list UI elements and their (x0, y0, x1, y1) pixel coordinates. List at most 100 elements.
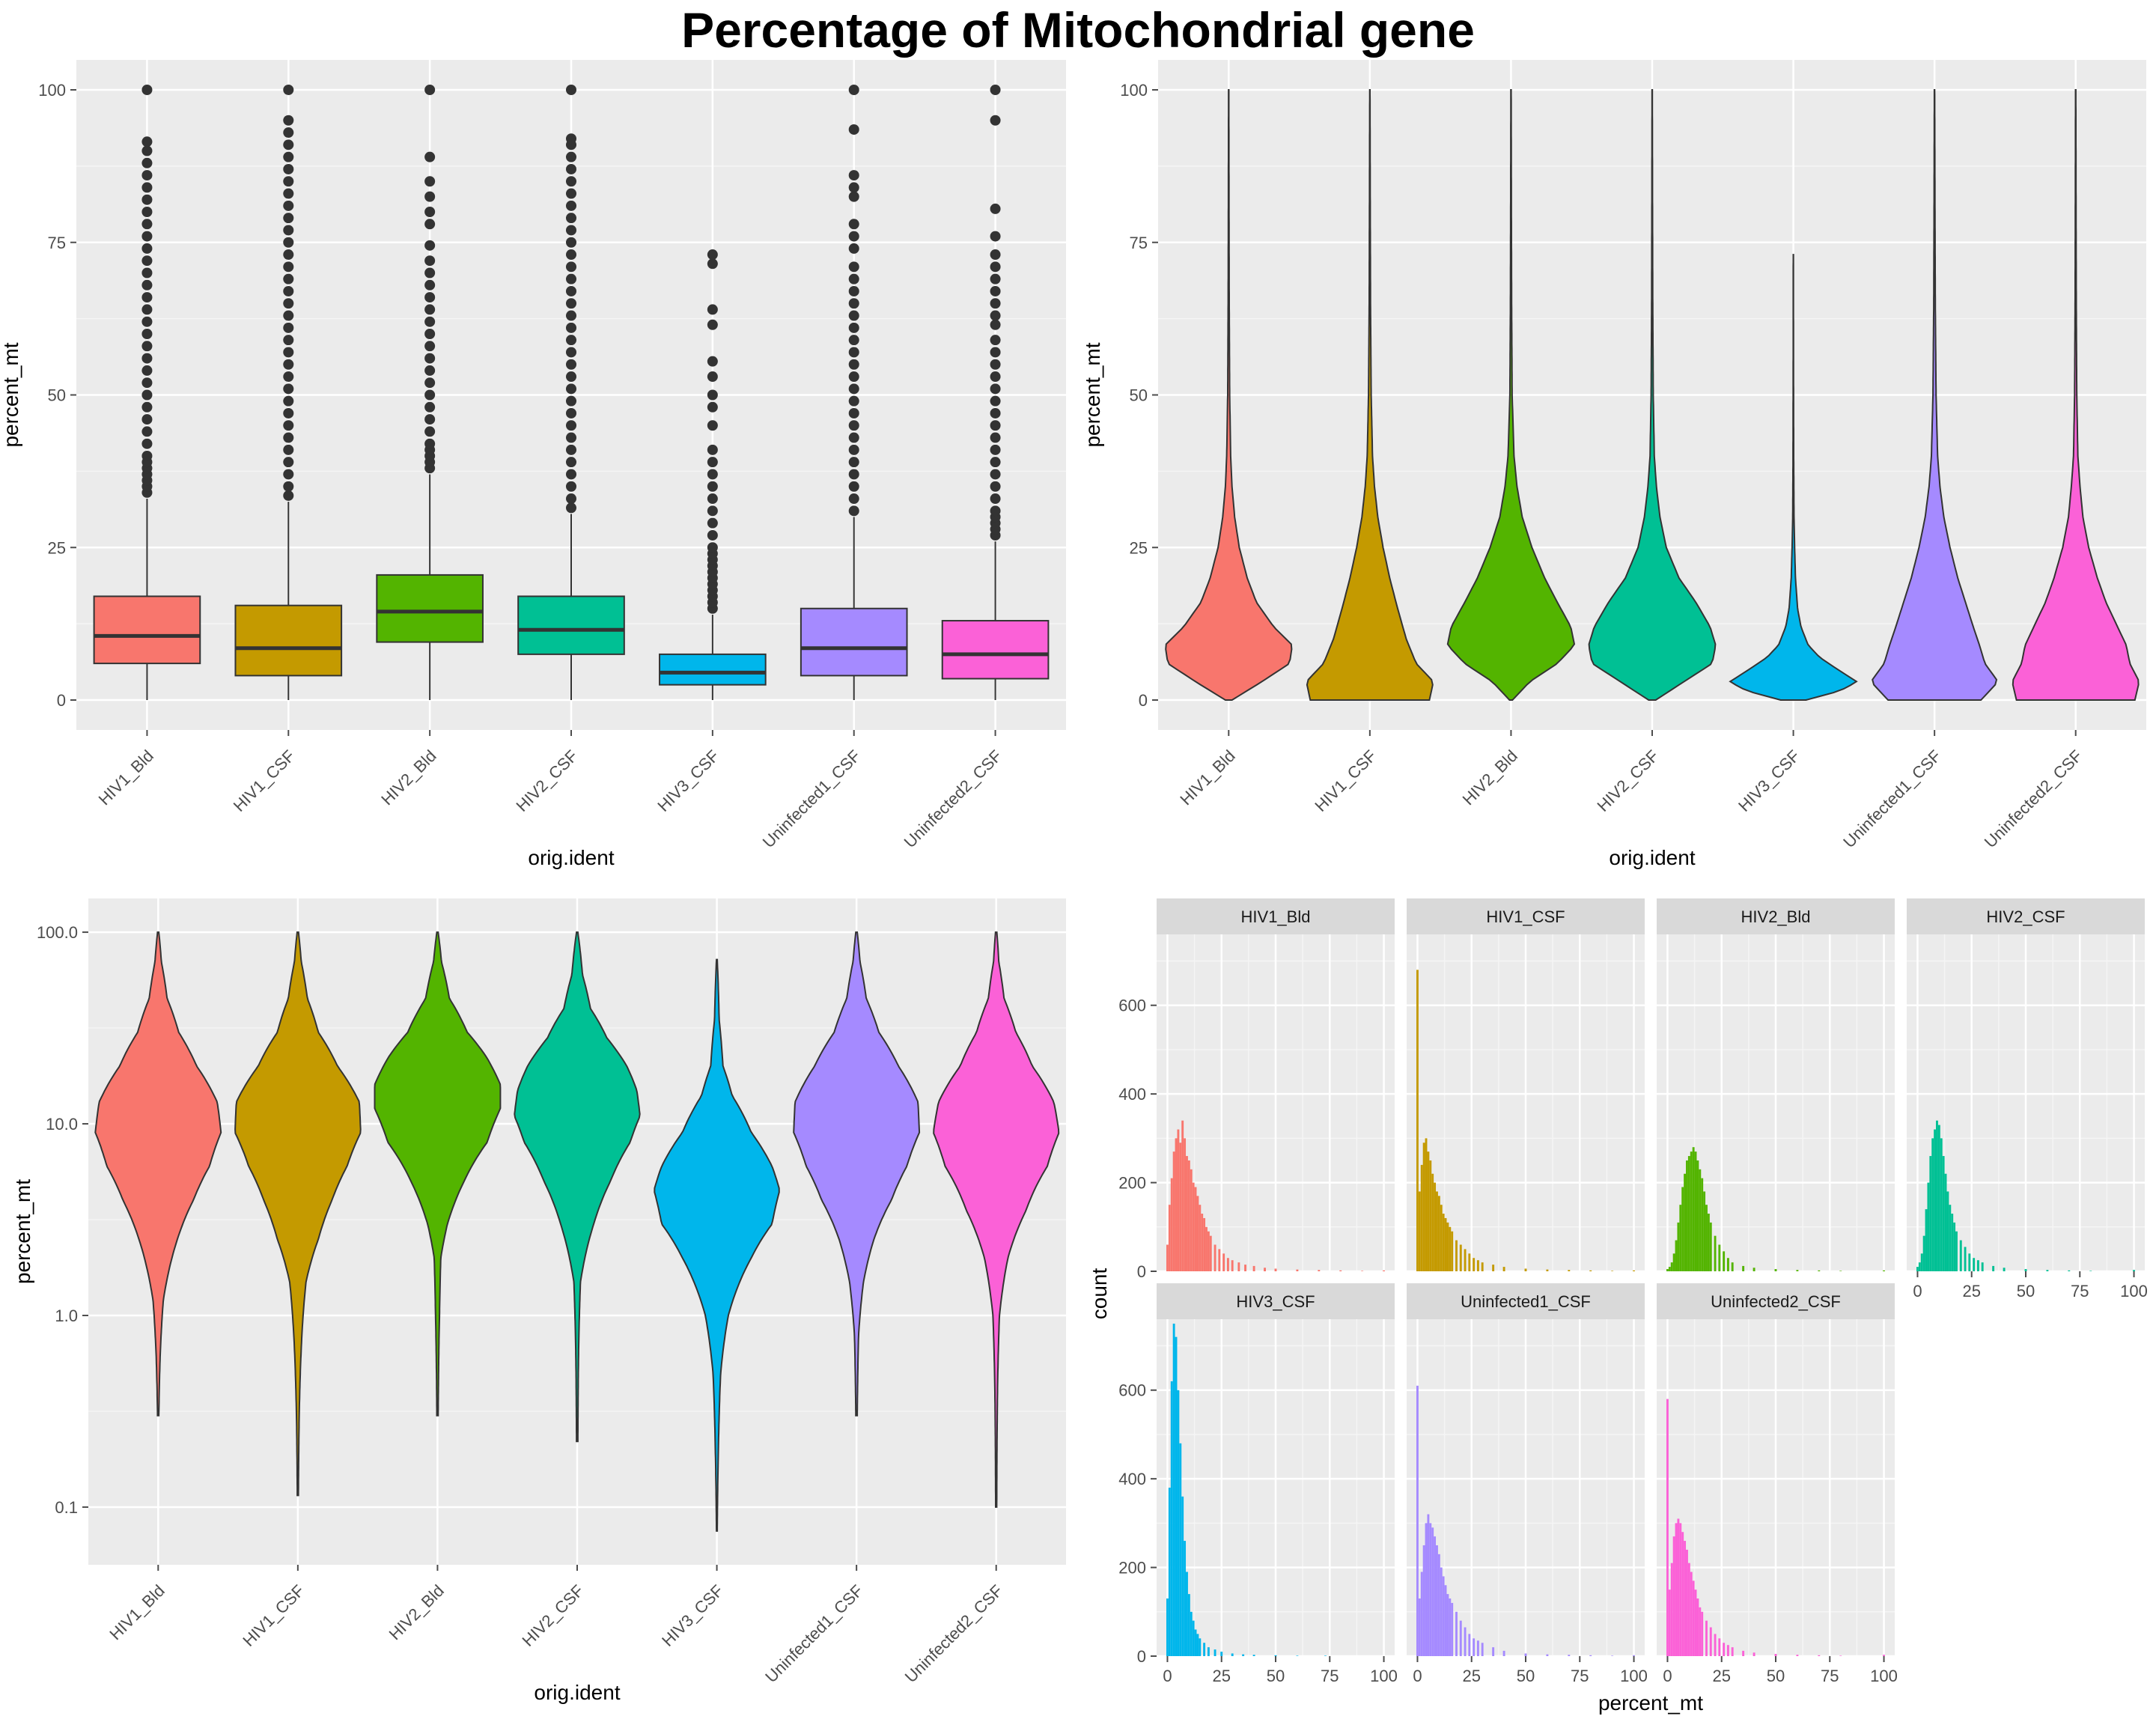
histogram-bar (1796, 1655, 1799, 1656)
outlier-point (424, 438, 436, 449)
histogram-bar (1992, 1265, 1995, 1271)
box-HIV1_Bld (93, 595, 201, 665)
histogram-bar (1699, 1169, 1702, 1271)
histogram-bar (1207, 1647, 1210, 1656)
histogram-bar (1492, 1265, 1495, 1271)
histogram-bar (1194, 1187, 1197, 1271)
outlier-point (566, 225, 576, 236)
violin-Uninfected1_CSF (1872, 89, 1998, 701)
box-Uninfected2_CSF (941, 620, 1050, 680)
outlier-point (566, 237, 576, 248)
histogram-bar (1231, 1260, 1234, 1271)
histogram-bar (1446, 1222, 1449, 1271)
outlier-point (848, 335, 859, 346)
outlier-point (707, 319, 718, 330)
outlier-point (141, 231, 153, 242)
histogram-bar (1166, 1244, 1169, 1271)
histogram-bar (1442, 1576, 1445, 1656)
outlier-point (424, 219, 436, 230)
histogram-bar (1473, 1638, 1476, 1656)
histogram-bar (1666, 1269, 1669, 1271)
outlier-point (566, 383, 576, 395)
histogram-bar (1633, 1655, 1635, 1656)
x-axis-label: percent_mt (1598, 1691, 1703, 1715)
y-tick-label: 50 (48, 386, 66, 405)
histogram-bar (1252, 1655, 1255, 1656)
x-tick-label: Uninfected1_CSF (761, 1581, 866, 1686)
facet-strip (1157, 898, 1395, 934)
x-tick-label: HIV1_CSF (1311, 746, 1380, 815)
histogram-bar (1425, 1138, 1428, 1271)
x-tick-label: HIV2_Bld (1459, 746, 1521, 809)
outlier-point (990, 505, 1001, 517)
outlier-point (566, 176, 576, 187)
outlier-point (990, 319, 1001, 330)
histogram-bar (1686, 1549, 1688, 1656)
histogram-bar (1922, 1235, 1925, 1271)
histogram-bar (2133, 1270, 2135, 1271)
x-tick-label: HIV1_CSF (230, 746, 299, 815)
violin-panel: 0 25 50 75 100 HIV1_Bld HIV1_CSF HIV2_Bld HIV2_C… (1081, 60, 2146, 869)
outlier-point (141, 219, 153, 230)
outlier-point (566, 249, 576, 261)
histogram-bar (1684, 1541, 1687, 1656)
facet-strip (1657, 898, 1895, 934)
outlier-point (848, 182, 859, 193)
x-tick-label: 100 (1370, 1667, 1398, 1685)
histogram-bar (1694, 1589, 1697, 1656)
y-tick-label: 0 (1139, 691, 1148, 710)
facet-strip (1407, 1283, 1645, 1319)
outlier-point (848, 481, 859, 492)
histogram-bar (1705, 1620, 1708, 1656)
facet-strip (1157, 1283, 1395, 1319)
y-tick-label: 200 (1118, 1559, 1146, 1578)
violin-HIV2_Bld (1446, 89, 1576, 701)
violin-HIV3_CSF (1729, 254, 1858, 701)
histogram-bar (1705, 1205, 1708, 1271)
histogram-bar (1723, 1643, 1726, 1656)
histogram-bar (1476, 1260, 1479, 1271)
histogram-bar (1677, 1222, 1680, 1271)
histogram-bar (1726, 1645, 1729, 1656)
x-tick-label: 25 (1712, 1667, 1730, 1685)
outlier-point (141, 316, 153, 327)
histogram-bar (1731, 1262, 1734, 1271)
histogram-bar (1420, 1572, 1423, 1656)
histogram-bar (1192, 1182, 1195, 1271)
histogram-bar (1444, 1585, 1447, 1656)
histogram-bar (1168, 1205, 1171, 1271)
outlier-point (283, 310, 294, 321)
violin-Uninfected2_CSF (2012, 89, 2140, 701)
outlier-point (566, 298, 576, 309)
outlier-point (424, 389, 436, 401)
histogram-bar (1936, 1120, 1938, 1271)
violin-log-HIV2_CSF (514, 931, 641, 1443)
outlier-point (707, 481, 718, 492)
outlier-point (848, 85, 859, 95)
outlier-point (141, 414, 153, 425)
histogram-bar (1589, 1655, 1592, 1656)
x-tick-label: Uninfected2_CSF (901, 1581, 1006, 1686)
x-tick-label: HIV1_Bld (95, 746, 157, 809)
x-tick-label: 50 (1267, 1667, 1285, 1685)
histogram-bar (1666, 1399, 1669, 1656)
histogram-bar (2024, 1269, 2027, 1271)
histogram-bar (1427, 1514, 1430, 1656)
histogram-bar (1701, 1611, 1704, 1656)
outlier-point (283, 395, 294, 407)
histogram-bar (1434, 1536, 1437, 1656)
histogram-bar (1694, 1151, 1697, 1271)
y-axis-label: percent_mt (1081, 342, 1104, 447)
histogram-bar (1437, 1196, 1440, 1271)
histogram-bar (1187, 1594, 1190, 1656)
outlier-point (424, 341, 436, 352)
outlier-point (283, 432, 294, 443)
outlier-point (848, 310, 859, 321)
outlier-point (283, 249, 294, 261)
histogram-bar (1184, 1138, 1187, 1271)
outlier-point (990, 395, 1001, 407)
histogram-bar (1422, 1545, 1425, 1656)
outlier-point (707, 444, 718, 455)
y-tick-label: 0.1 (55, 1498, 78, 1517)
histogram-bar (1973, 1258, 1976, 1271)
